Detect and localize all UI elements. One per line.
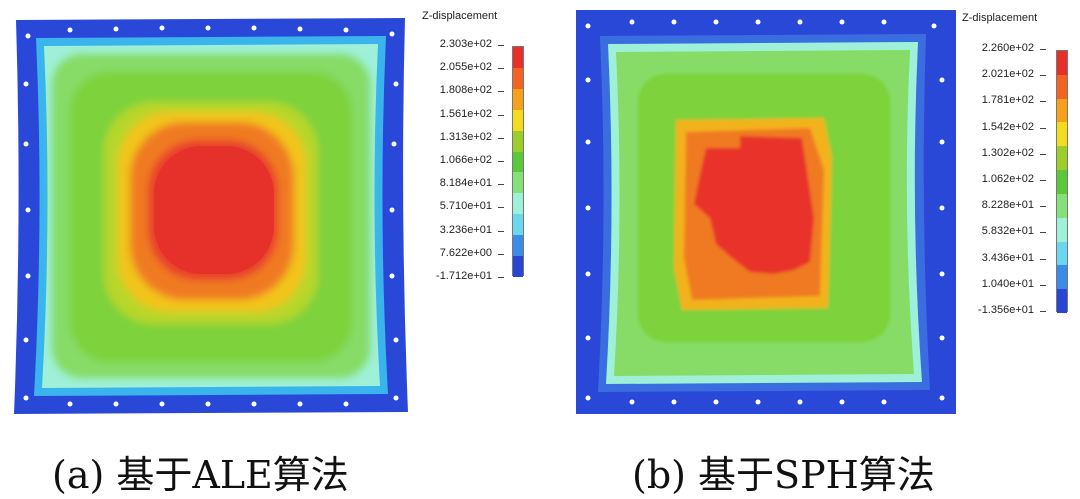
legend-tick-label: 7.622e+00 [439, 246, 492, 259]
legend-tick-mark [1040, 180, 1046, 181]
color-bar-segment [513, 172, 523, 194]
legend-tick-label: 1.040e+01 [981, 277, 1034, 290]
legend-tick-label: 5.710e+01 [439, 200, 492, 213]
legend-tick-label: 2.303e+02 [439, 38, 492, 50]
legend-tick-label: 1.561e+02 [439, 107, 492, 120]
legend-tick-mark [498, 68, 504, 70]
color-bar-segment [513, 67, 523, 89]
legend-tick-mark [1040, 153, 1046, 155]
color-bar-segment [513, 214, 523, 236]
legend-tick-label: 1.062e+02 [981, 173, 1034, 185]
color-bar-segment [513, 47, 523, 68]
legend-tick-mark [1040, 49, 1046, 50]
legend-tick-mark [1040, 206, 1046, 208]
legend-tick-mark [498, 184, 504, 186]
color-bar-segment [1057, 265, 1067, 290]
color-bar-segment [1057, 217, 1067, 242]
legend-tick-mark [1040, 284, 1046, 286]
color-bar-segment [1057, 122, 1067, 147]
legend-tick-label: 2.055e+02 [439, 61, 492, 74]
color-bar-segment [513, 109, 523, 131]
legend-tick-mark [498, 45, 504, 46]
legend-tick-label: 8.184e+01 [439, 177, 492, 190]
legend-tick-mark [498, 230, 504, 232]
caption-a: (a) 基于ALE算法 [52, 453, 349, 497]
legend-tick-mark [1040, 232, 1046, 234]
legend-tick-mark [498, 207, 504, 209]
color-bar-segment [1057, 170, 1067, 194]
bolt-holes-a [23, 25, 399, 407]
color-bar-segment [513, 151, 523, 173]
legend-tick-label: 1.808e+02 [439, 84, 492, 97]
legend-tick-label: 1.542e+02 [981, 120, 1034, 133]
color-bar-segment [1057, 146, 1067, 171]
legend-tick-mark [1040, 127, 1046, 129]
legend-tick-mark [1040, 311, 1046, 312]
legend-tick-mark [1040, 101, 1046, 103]
legend-tick-label: 1.781e+02 [981, 94, 1034, 107]
color-bar-segment [1057, 98, 1067, 123]
legend-title-b: Z-displacement [962, 12, 1038, 24]
color-bar-segment [1057, 74, 1067, 99]
legend-tick-label: 2.260e+02 [981, 42, 1034, 54]
legend-tick-label: 3.236e+01 [439, 223, 492, 236]
legend-tick-mark [498, 137, 504, 139]
legend-tick-mark [498, 277, 504, 278]
color-bar-a [512, 46, 524, 277]
color-bar-segment [1057, 289, 1067, 313]
legend-tick-mark [498, 114, 504, 116]
color-bar-segment [513, 235, 523, 257]
legend-title-a: Z-displacement [422, 10, 498, 22]
color-bar-segment [513, 193, 523, 215]
legend-tick-mark [1040, 258, 1046, 260]
color-bar-segment [513, 88, 523, 110]
legend-tick-label: 2.021e+02 [981, 68, 1034, 81]
color-bar-segment [1057, 193, 1067, 218]
legend-tick-label: 8.228e+01 [981, 199, 1034, 212]
legend-tick-label: 1.066e+02 [439, 154, 492, 166]
color-bar-segment [513, 256, 523, 277]
color-bar-segment [513, 130, 523, 152]
legend-tick-label: 1.302e+02 [981, 146, 1034, 159]
color-bar-segment [1057, 51, 1067, 75]
plate-ale-contour [14, 18, 408, 414]
legend-tick-mark [498, 161, 504, 162]
legend-tick-label: 5.832e+01 [981, 225, 1034, 238]
legend-tick-label: -1.712e+01 [436, 270, 492, 282]
legend-tick-mark [1040, 75, 1046, 77]
legend-tick-label: 3.436e+01 [981, 251, 1034, 264]
bolt-holes-b [585, 19, 945, 405]
color-bar-segment [1057, 241, 1067, 266]
legend-tick-mark [498, 253, 504, 255]
legend-tick-label: -1.356e+01 [978, 304, 1034, 316]
caption-b: (b) 基于SPH算法 [632, 453, 935, 497]
legend-tick-mark [498, 91, 504, 93]
color-bar-b [1056, 50, 1068, 313]
legend-tick-label: 1.313e+02 [439, 130, 492, 143]
plate-sph-contour [576, 10, 956, 414]
